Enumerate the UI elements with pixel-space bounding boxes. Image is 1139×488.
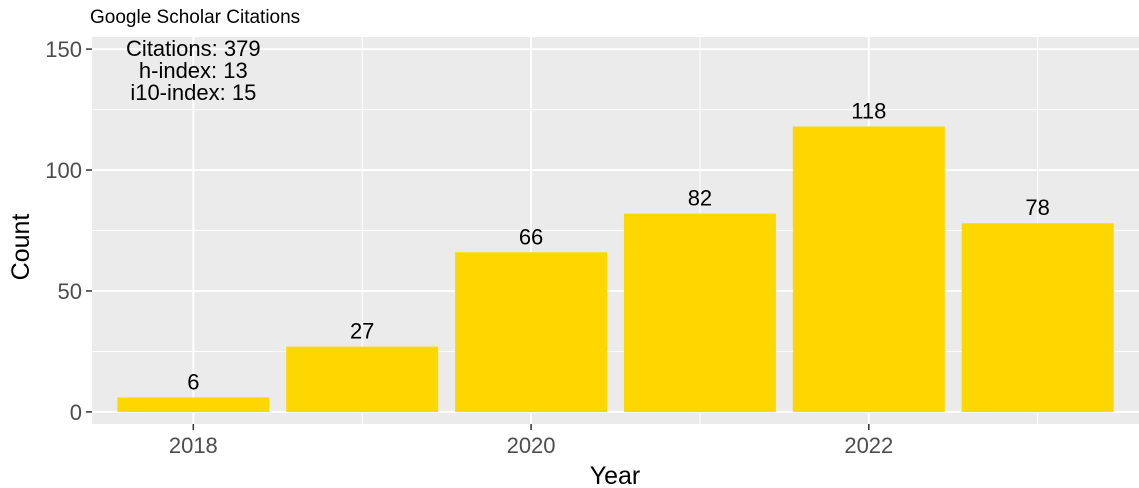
data-label: 82 [688, 186, 712, 211]
data-label: 78 [1025, 195, 1049, 220]
data-label: 6 [187, 369, 199, 394]
x-tick-label: 2020 [507, 433, 556, 458]
y-tick-label: 0 [70, 400, 82, 425]
x-tick-label: 2018 [169, 433, 218, 458]
annotation-line: i10-index: 15 [130, 80, 256, 105]
chart-title: Google Scholar Citations [90, 7, 300, 28]
y-axis-title: Count [7, 214, 35, 281]
data-label: 66 [519, 224, 543, 249]
x-axis-ticks: 2018 2020 2022 [169, 424, 893, 458]
bar [286, 346, 439, 412]
bar [117, 397, 270, 412]
y-tick-label: 100 [45, 158, 82, 183]
y-axis-ticks: 0 50 100 150 [45, 37, 92, 425]
bars [117, 126, 1114, 412]
y-tick-label: 150 [45, 37, 82, 62]
data-label: 27 [350, 319, 374, 344]
bar [455, 252, 608, 412]
annotation-line: h-index: 13 [139, 58, 248, 83]
y-tick-label: 50 [58, 279, 82, 304]
annotation-line: Citations: 379 [126, 36, 261, 61]
data-labels: 6 27 66 82 118 78 [187, 98, 1050, 394]
x-tick-label: 2022 [844, 433, 893, 458]
bar [961, 223, 1114, 412]
data-label: 118 [851, 98, 886, 123]
x-axis-title: Year [590, 462, 641, 488]
bar [623, 213, 776, 412]
bar [792, 126, 945, 412]
